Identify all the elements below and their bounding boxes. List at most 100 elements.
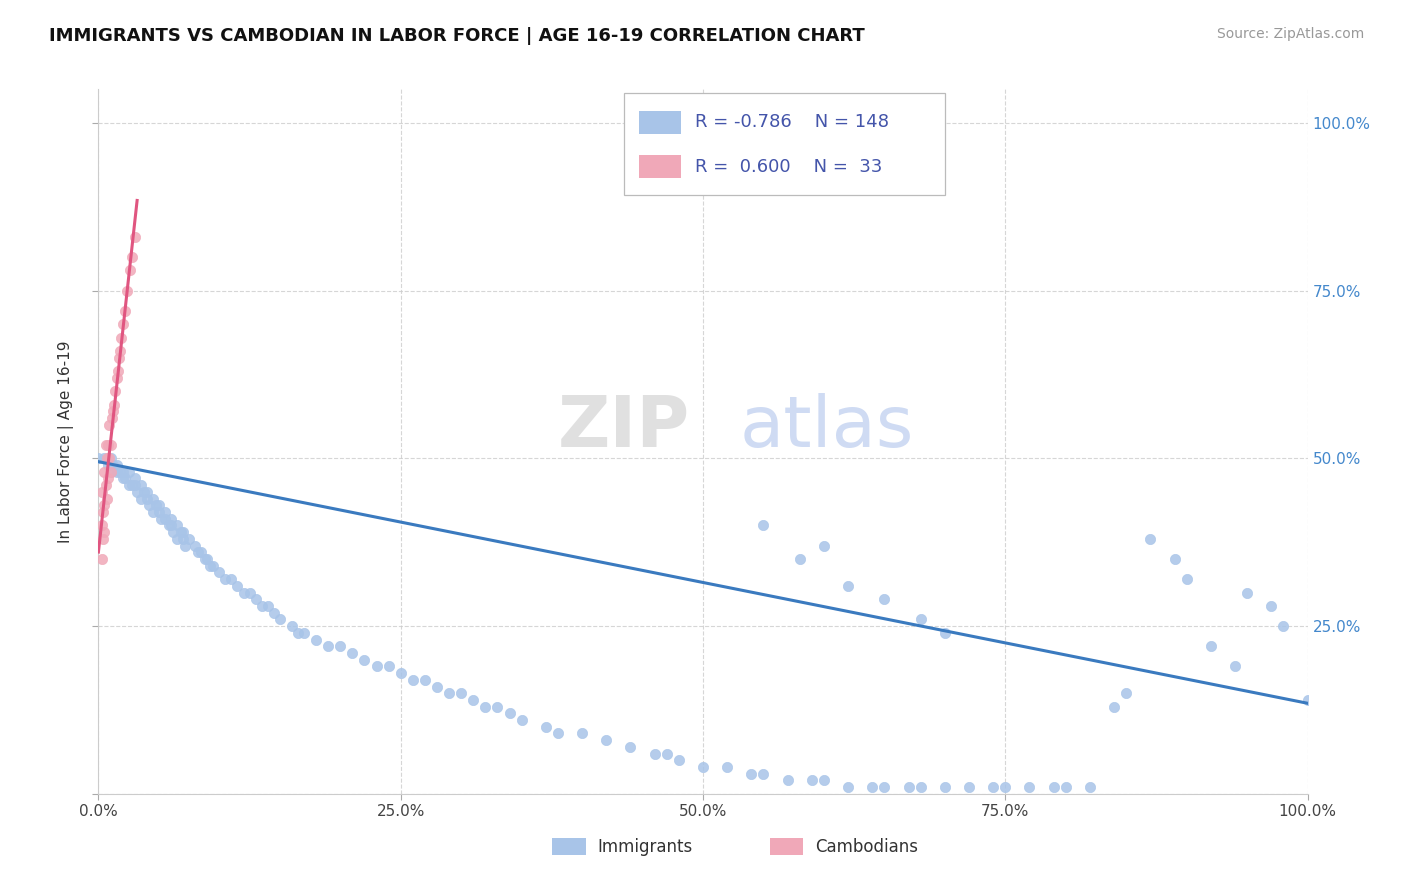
- Point: [105, 371, 128, 385]
- Point: [184, 539, 207, 553]
- Point: [94, 478, 117, 492]
- Point: [100, 451, 122, 466]
- Y-axis label: In Labor Force | Age 16-19: In Labor Force | Age 16-19: [58, 340, 75, 543]
- Point: [114, 471, 136, 485]
- Point: [100, 438, 122, 452]
- Text: Cambodians: Cambodians: [815, 838, 918, 855]
- Point: [1272, 619, 1295, 633]
- Point: [595, 733, 617, 747]
- FancyBboxPatch shape: [638, 155, 682, 178]
- Point: [1115, 686, 1137, 700]
- Point: [486, 699, 509, 714]
- Point: [111, 465, 134, 479]
- Point: [138, 498, 160, 512]
- Point: [668, 753, 690, 767]
- Point: [1163, 552, 1185, 566]
- Point: [305, 632, 328, 647]
- Point: [93, 498, 115, 512]
- Point: [118, 263, 141, 277]
- Point: [463, 693, 485, 707]
- Point: [124, 471, 146, 485]
- Point: [1018, 780, 1040, 794]
- Point: [1236, 585, 1258, 599]
- Point: [111, 471, 134, 485]
- Point: [195, 552, 218, 566]
- Point: [124, 478, 146, 492]
- Point: [145, 498, 167, 512]
- Point: [1102, 699, 1125, 714]
- Point: [1223, 659, 1246, 673]
- Point: [91, 505, 114, 519]
- Point: [413, 673, 436, 687]
- Point: [547, 726, 569, 740]
- Point: [1199, 639, 1222, 653]
- Point: [174, 539, 197, 553]
- Point: [873, 592, 896, 607]
- Point: [239, 585, 262, 599]
- Point: [981, 780, 1004, 794]
- Point: [97, 438, 120, 452]
- Point: [1054, 780, 1077, 794]
- Point: [142, 505, 165, 519]
- Point: [366, 659, 388, 673]
- Point: [94, 438, 117, 452]
- Point: [245, 592, 267, 607]
- Point: [121, 250, 143, 264]
- Point: [96, 451, 118, 466]
- Point: [166, 518, 188, 533]
- Point: [118, 478, 141, 492]
- Point: [692, 760, 714, 774]
- Point: [316, 639, 339, 653]
- Point: [281, 619, 304, 633]
- Point: [157, 518, 180, 533]
- Point: [111, 317, 134, 331]
- Point: [740, 766, 762, 780]
- Point: [91, 518, 114, 533]
- Point: [108, 465, 131, 479]
- Point: [498, 706, 520, 721]
- Point: [179, 532, 201, 546]
- Point: [103, 398, 125, 412]
- Point: [172, 525, 194, 540]
- Point: [107, 364, 129, 378]
- Point: [269, 612, 291, 626]
- Point: [329, 639, 352, 653]
- Point: [510, 713, 533, 727]
- Point: [1078, 780, 1101, 794]
- Point: [957, 780, 980, 794]
- Point: [571, 726, 593, 740]
- Point: [1042, 780, 1064, 794]
- Point: [169, 525, 191, 540]
- Point: [101, 404, 124, 418]
- Text: IMMIGRANTS VS CAMBODIAN IN LABOR FORCE | AGE 16-19 CORRELATION CHART: IMMIGRANTS VS CAMBODIAN IN LABOR FORCE |…: [49, 27, 865, 45]
- Point: [97, 471, 120, 485]
- Point: [160, 512, 183, 526]
- Point: [194, 552, 217, 566]
- Point: [789, 552, 811, 566]
- Point: [389, 666, 412, 681]
- Point: [910, 780, 932, 794]
- Point: [910, 612, 932, 626]
- Point: [716, 760, 738, 774]
- Point: [93, 525, 115, 540]
- Point: [873, 780, 896, 794]
- Point: [93, 465, 115, 479]
- Point: [148, 498, 170, 512]
- Point: [172, 532, 194, 546]
- Point: [287, 625, 309, 640]
- Point: [263, 606, 285, 620]
- Point: [342, 646, 364, 660]
- Point: [437, 686, 460, 700]
- Point: [256, 599, 278, 613]
- Point: [426, 680, 449, 694]
- Point: [994, 780, 1017, 794]
- Point: [214, 572, 236, 586]
- Point: [208, 566, 231, 580]
- Point: [121, 478, 143, 492]
- Point: [124, 230, 146, 244]
- Point: [98, 417, 121, 432]
- Point: [813, 773, 835, 788]
- Point: [110, 330, 132, 344]
- FancyBboxPatch shape: [551, 838, 586, 855]
- Point: [1260, 599, 1282, 613]
